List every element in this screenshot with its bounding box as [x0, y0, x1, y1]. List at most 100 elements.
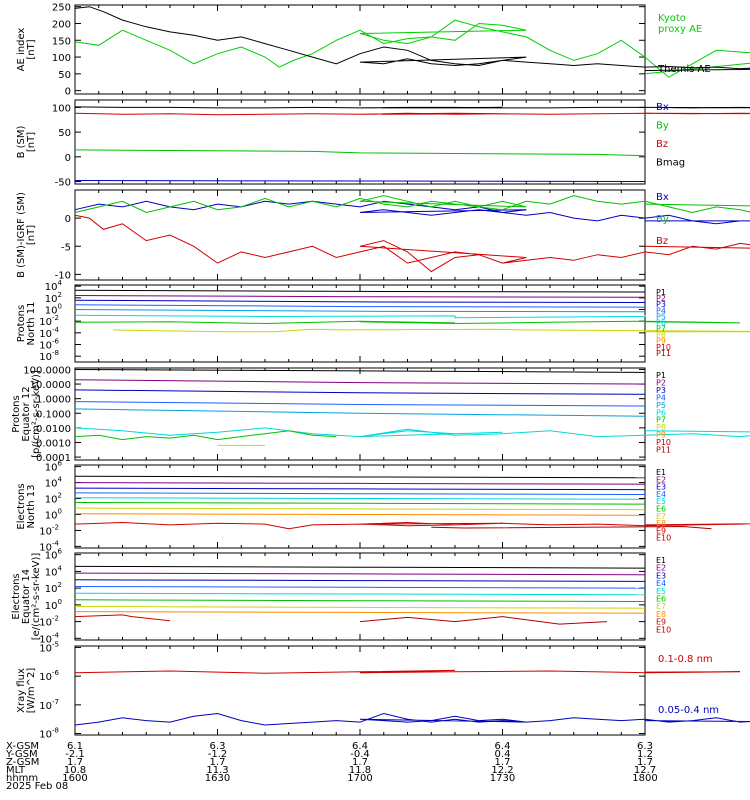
legend-label: Themis AE — [657, 64, 711, 75]
y-tick-label: 200 — [52, 19, 71, 30]
legend-label: P6 — [656, 318, 666, 327]
series-line-e4 — [74, 492, 646, 495]
y-axis-label: [p/(cm²-s-sr-keV)] — [31, 370, 42, 458]
legend-label: P4 — [656, 393, 666, 402]
orbit-value: 1800 — [632, 773, 657, 784]
series-line-p5 — [74, 309, 646, 313]
orbit-row-label: hhmm — [6, 773, 38, 784]
y-axis-title-en: Electrons North 13 — [16, 483, 37, 529]
panel-frame-ee — [74, 552, 646, 641]
y-axis-label: Protons — [11, 395, 22, 432]
legend-label: P3 — [656, 386, 666, 395]
orbit-row-label: MLT — [6, 765, 26, 776]
y-tick-label: 150 — [52, 36, 71, 47]
orbit-value: 6.4 — [495, 741, 511, 752]
series-line-e10 — [359, 616, 608, 625]
series-line-e3 — [74, 487, 646, 491]
plot-date: 2025 Feb 08 — [6, 781, 68, 792]
series-line-themis-ae — [74, 6, 750, 71]
y-tick-label: 102 — [45, 492, 62, 506]
legend-label: P5 — [656, 401, 666, 410]
y-tick-label: 10-7 — [39, 698, 59, 712]
series-line-p7 — [74, 430, 337, 441]
series-line-p4 — [74, 304, 646, 308]
y-axis-title-xray: Xray flux [W/m^2] — [16, 668, 37, 714]
orbit-value: 1700 — [347, 773, 372, 784]
legend-label: P9 — [656, 337, 666, 346]
y-tick-label: 10-2 — [39, 615, 59, 629]
orbit-value: 6.1 — [67, 741, 83, 752]
y-tick-label: 10-5 — [39, 640, 59, 654]
y-axis-title-digrf: B (SM)-IGRF (SM) [nT] — [16, 192, 37, 278]
orbit-value: 6.3 — [210, 741, 226, 752]
y-tick-label: -5 — [61, 242, 71, 253]
y-tick-label: 0.1000 — [36, 409, 71, 420]
orbit-value: 1.7 — [67, 757, 83, 768]
legend-label: By — [656, 121, 669, 132]
legend-label: P1 — [656, 371, 666, 380]
y-tick-label: 104 — [45, 564, 63, 578]
legend-label: E9 — [656, 526, 666, 535]
series-line-bmag — [74, 106, 750, 109]
orbit-value: 6.4 — [352, 741, 368, 752]
orbit-value: 1600 — [62, 773, 87, 784]
y-tick-label: 100.0000 — [23, 365, 71, 376]
y-tick-label: 1.0000 — [36, 395, 71, 406]
y-tick-label: 0 — [65, 153, 71, 164]
orbit-value: -0.4 — [350, 749, 370, 760]
series-line-e3 — [74, 579, 646, 582]
legend-label: E6 — [656, 595, 666, 604]
series-line-e6 — [74, 502, 646, 505]
series-line-p7 — [74, 320, 741, 325]
y-tick-label: 10-6 — [39, 669, 59, 683]
series-line-e10 — [431, 525, 712, 530]
y-tick-label: 0 — [65, 87, 71, 98]
y-axis-title-ee: Electrons Equator 14 [e/(cm²-s-sr-keV)] — [11, 553, 42, 641]
orbit-row-label: X-GSM — [6, 741, 39, 752]
series-line-p1 — [74, 289, 646, 293]
legend-label: 0.05-0.4 nm — [658, 705, 719, 716]
legend-label: 0.1-0.8 nm — [658, 654, 713, 665]
y-tick-label: 50 — [58, 70, 71, 81]
series-line-e9 — [74, 521, 750, 530]
legend-label: P9 — [656, 431, 666, 440]
legend-label: E3 — [656, 483, 666, 492]
y-axis-label: [nT] — [26, 132, 37, 152]
legend-label: P8 — [656, 423, 666, 432]
y-tick-label: 250 — [52, 3, 71, 14]
legend-label: E10 — [656, 625, 671, 634]
legend-label: P10 — [656, 343, 671, 352]
legend-label: P11 — [656, 349, 671, 358]
y-axis-title-ae: AE index [nT] — [16, 28, 37, 72]
panel-frame-digrf — [74, 189, 646, 281]
legend-label: E4 — [656, 579, 666, 588]
series-line-0.1-0.8-nm — [74, 669, 741, 674]
series-line-p2 — [74, 295, 646, 298]
y-axis-label: [nT] — [26, 225, 37, 245]
legend-label: Bx — [656, 102, 669, 113]
series-line-p3 — [74, 389, 646, 395]
y-tick-label: 0 — [65, 214, 71, 225]
y-tick-label: 10-8 — [39, 349, 59, 363]
y-tick-label: 104 — [45, 476, 63, 490]
orbit-value: 11.8 — [349, 765, 371, 776]
legend-label: P5 — [656, 312, 666, 321]
panel-frame-ae — [74, 4, 646, 95]
y-axis-label: B (SM)-IGRF (SM) — [16, 192, 27, 278]
y-tick-label: 106 — [45, 460, 63, 474]
y-axis-label: North 13 — [26, 485, 37, 529]
series-line-e7 — [74, 606, 646, 609]
series-line-p8 — [112, 328, 750, 333]
series-line-e2 — [74, 482, 646, 485]
series-line-e7 — [74, 507, 646, 511]
series-line-kyoto-proxy-ae — [74, 19, 750, 78]
series-line-e8 — [74, 513, 646, 516]
legend-label: E6 — [656, 505, 666, 514]
legend-label: P6 — [656, 408, 666, 417]
orbit-value: 12.7 — [634, 765, 656, 776]
legend-label: E9 — [656, 618, 666, 627]
series-line-e9 — [74, 614, 171, 622]
series-line-e5 — [74, 497, 646, 500]
series-line-bx — [74, 180, 646, 182]
